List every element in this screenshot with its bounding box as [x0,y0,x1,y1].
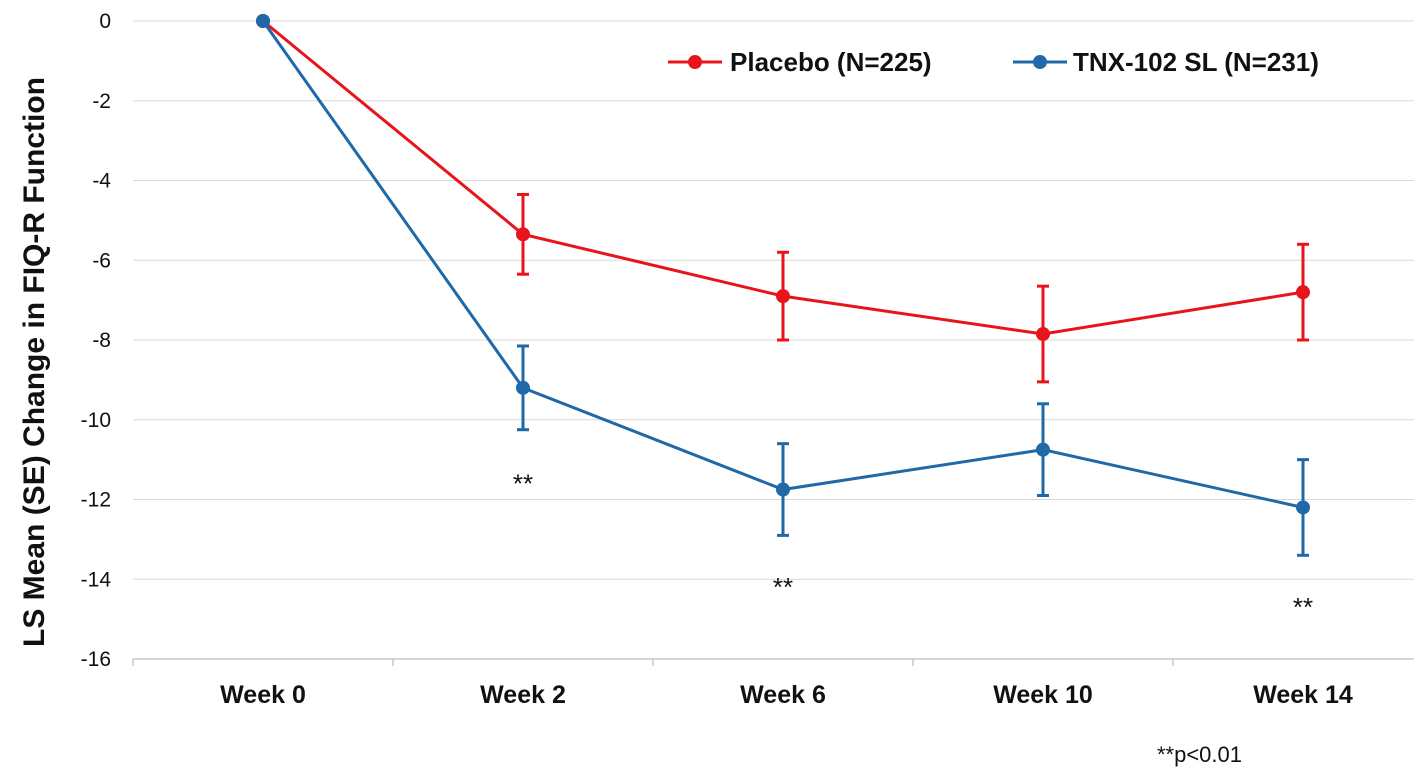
y-tick-label: -4 [92,170,111,193]
significance-marker: ** [513,469,533,499]
significance-marker: ** [1293,592,1313,622]
x-tick-label: Week 14 [1253,681,1353,709]
data-point [516,380,530,395]
significance-markers: ** ** ** [513,469,1313,623]
x-tick-label: Week 6 [740,681,826,709]
series-tnx [256,14,1310,557]
y-tick-label: -16 [81,648,111,671]
x-axis [132,658,1414,666]
footnote: **p<0.01 [1157,742,1242,767]
x-tick-label: Week 10 [993,681,1093,709]
data-point [256,14,270,28]
legend-marker-placebo [688,55,702,69]
x-tick-label: Week 2 [480,681,566,709]
y-tick-label: -8 [92,329,111,352]
significance-marker: ** [773,572,793,602]
y-tick-label: -14 [81,568,112,591]
y-tick-label: -2 [92,90,111,113]
legend-marker-tnx [1033,55,1047,69]
data-point [776,289,790,304]
data-point [516,227,530,242]
x-tick-label: Week 0 [220,681,306,709]
x-tick-labels: Week 0 Week 2 Week 6 Week 10 Week 14 [220,681,1353,709]
data-point [1036,442,1050,457]
y-tick-label: -10 [81,409,111,432]
data-point [776,482,790,497]
series-placebo [256,14,1310,384]
y-tick-label: -6 [92,249,111,272]
legend-label-placebo: Placebo (N=225) [730,47,932,77]
data-point [1296,500,1310,515]
y-tick-label: -12 [81,489,111,512]
y-axis-label: LS Mean (SE) Change in FIQ-R Function [18,77,51,647]
y-tick-labels: 0 -2 -4 -6 -8 -10 -12 -14 -16 [81,10,112,671]
series [256,14,1310,557]
data-point [1036,327,1050,342]
data-point [1296,285,1310,300]
legend-label-tnx: TNX-102 SL (N=231) [1073,47,1319,77]
grid-lines [133,20,1414,580]
legend: Placebo (N=225) TNX-102 SL (N=231) [668,47,1319,77]
y-tick-label: 0 [99,10,111,33]
